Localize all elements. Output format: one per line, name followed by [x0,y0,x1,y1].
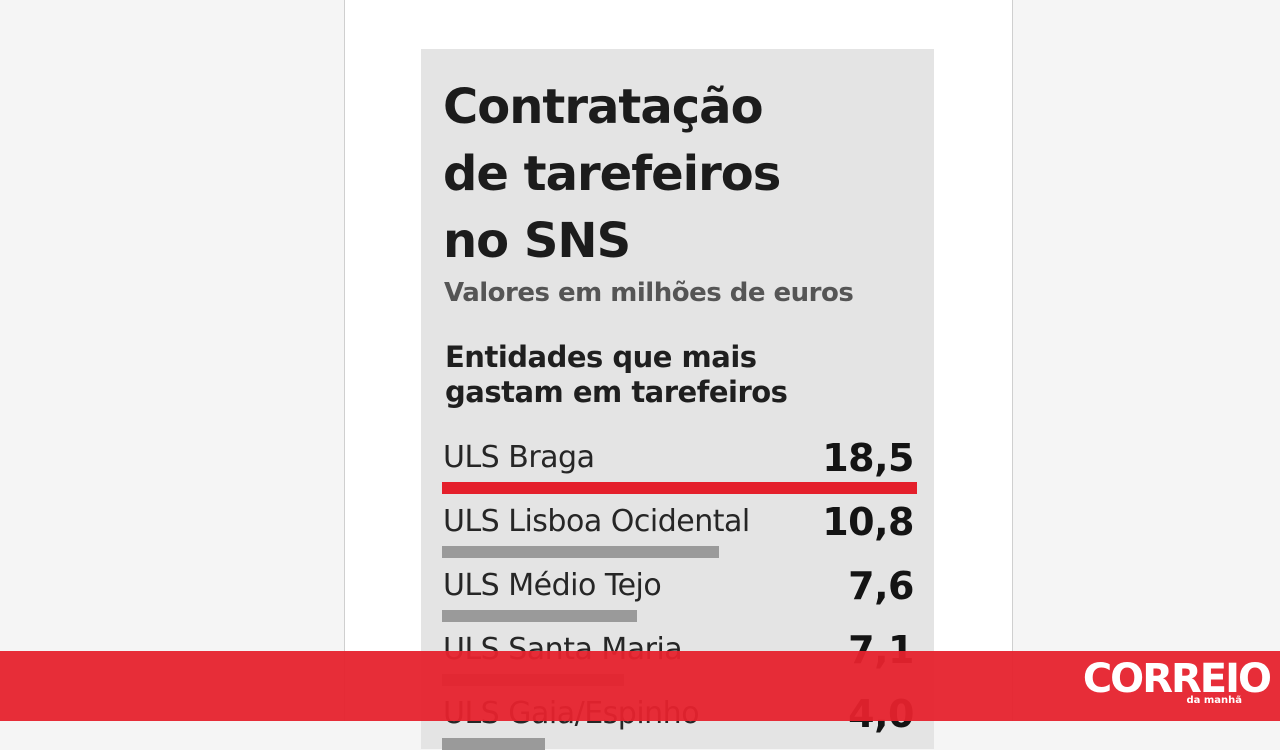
section-title-line-1: Entidades que mais [445,340,757,374]
chart-title-line-3: no SNS [443,213,631,269]
correio-logo-subtitle: da manhã [1186,695,1242,706]
chart-title: Contratação de tarefeiros no SNS [443,74,913,275]
correio-logo[interactable]: CORREIO [1082,656,1272,702]
bar-label: ULS Médio Tejo [443,568,662,603]
section-title: Entidades que mais gastam em tarefeiros [445,340,905,410]
bar-label: ULS Lisboa Ocidental [443,504,750,539]
bar-value-label: 18,5 [822,436,914,480]
bar-value-label: 7,6 [848,564,914,608]
chart-title-line-1: Contratação [443,79,764,135]
infographic-card [421,49,934,749]
bar [442,546,719,558]
bar [442,738,545,750]
bar [442,610,637,622]
bar-value-label: 10,8 [822,500,914,544]
bar [442,482,917,494]
section-title-line-2: gastam em tarefeiros [445,375,788,409]
bar-label: ULS Braga [443,440,595,475]
chart-subtitle: Valores em milhões de euros [444,278,854,308]
footer-banner: CORREIO da manhã [0,651,1280,721]
chart-title-line-2: de tarefeiros [443,146,781,202]
